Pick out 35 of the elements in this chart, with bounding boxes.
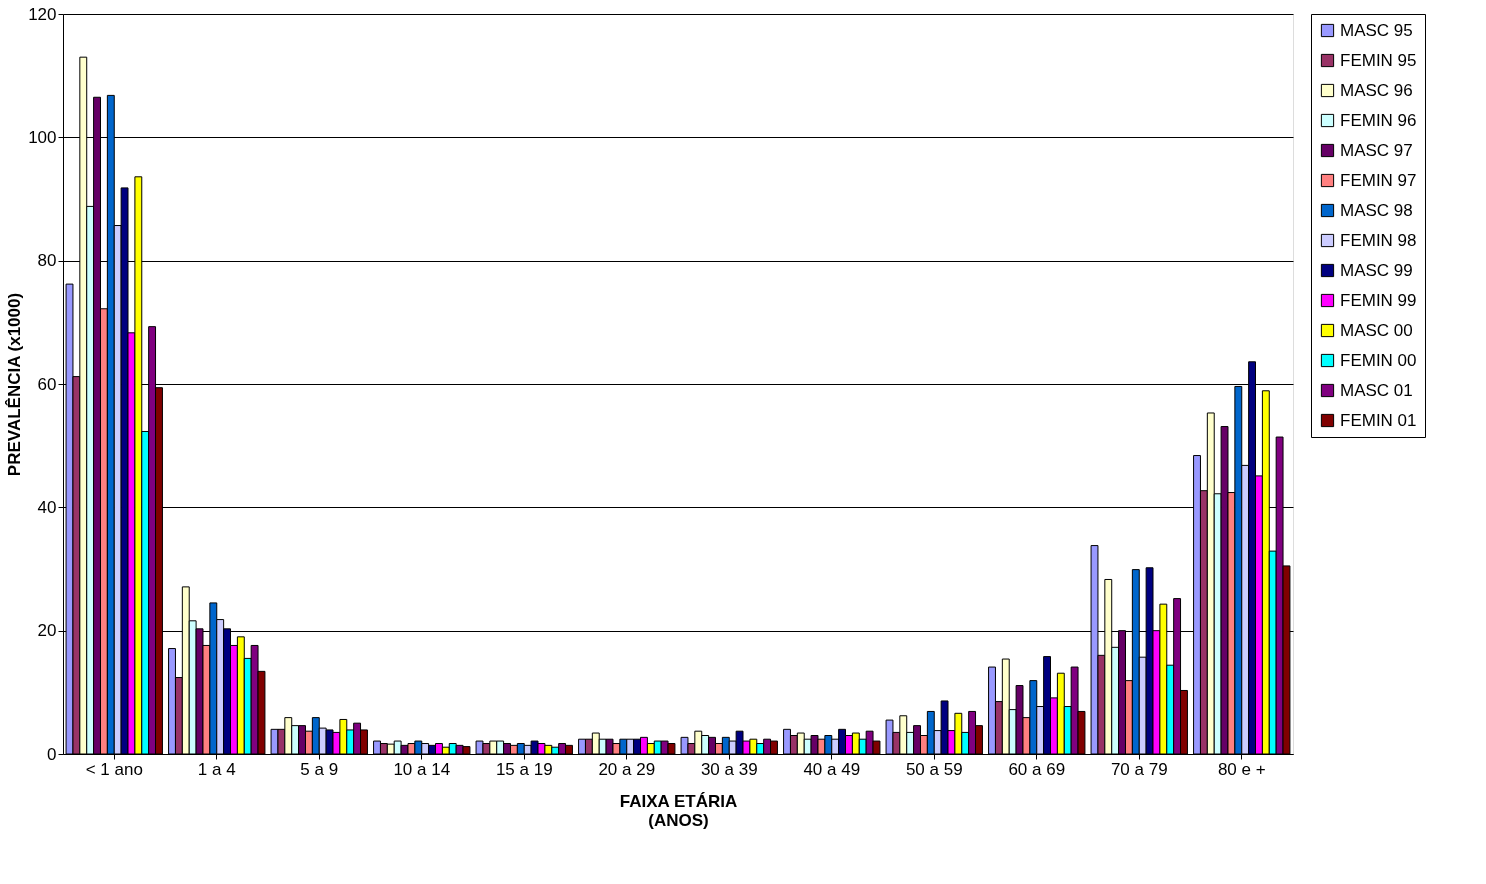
legend-label: FEMIN 96: [1340, 110, 1417, 130]
y-tick-label: 0: [47, 744, 57, 764]
legend-label: FEMIN 98: [1340, 230, 1417, 250]
legend-label: MASC 99: [1340, 260, 1413, 280]
x-tick-label: < 1 ano: [85, 759, 143, 779]
y-tick-label: 120: [28, 4, 57, 24]
legend-label: MASC 98: [1340, 200, 1413, 220]
legend-label: MASC 00: [1340, 320, 1413, 340]
y-axis-title: PREVALÊNCIA (x1000): [5, 292, 25, 477]
x-tick-label: 20 a 29: [598, 759, 656, 779]
x-tick-label: 10 a 14: [393, 759, 451, 779]
x-tick-label: 40 a 49: [803, 759, 861, 779]
legend-label: FEMIN 01: [1340, 410, 1417, 430]
x-tick-label: 60 a 69: [1008, 759, 1066, 779]
x-tick-label: 30 a 39: [700, 759, 758, 779]
x-tick-label: 1 a 4: [197, 759, 236, 779]
legend-label: FEMIN 95: [1340, 50, 1417, 70]
x-tick-label: 80 e +: [1217, 759, 1266, 779]
y-tick-label: 20: [37, 621, 57, 641]
y-tick-label: 80: [37, 251, 57, 271]
x-tick-label: 70 a 79: [1110, 759, 1168, 779]
legend-label: MASC 97: [1340, 140, 1413, 160]
x-axis-title: FAIXA ETÁRIA (ANOS): [619, 791, 738, 830]
x-tick-label: 15 a 19: [495, 759, 553, 779]
legend-label: FEMIN 99: [1340, 290, 1417, 310]
y-tick-label: 40: [37, 497, 57, 517]
x-tick-label: 5 a 9: [300, 759, 339, 779]
legend-label: MASC 01: [1340, 380, 1413, 400]
legend-label: MASC 95: [1340, 20, 1413, 40]
legend-label: FEMIN 00: [1340, 350, 1417, 370]
y-tick-label: 60: [37, 374, 57, 394]
y-tick-label: 100: [28, 127, 57, 147]
x-tick-label: 50 a 59: [905, 759, 963, 779]
legend-label: MASC 96: [1340, 80, 1413, 100]
legend-label: FEMIN 97: [1340, 170, 1417, 190]
